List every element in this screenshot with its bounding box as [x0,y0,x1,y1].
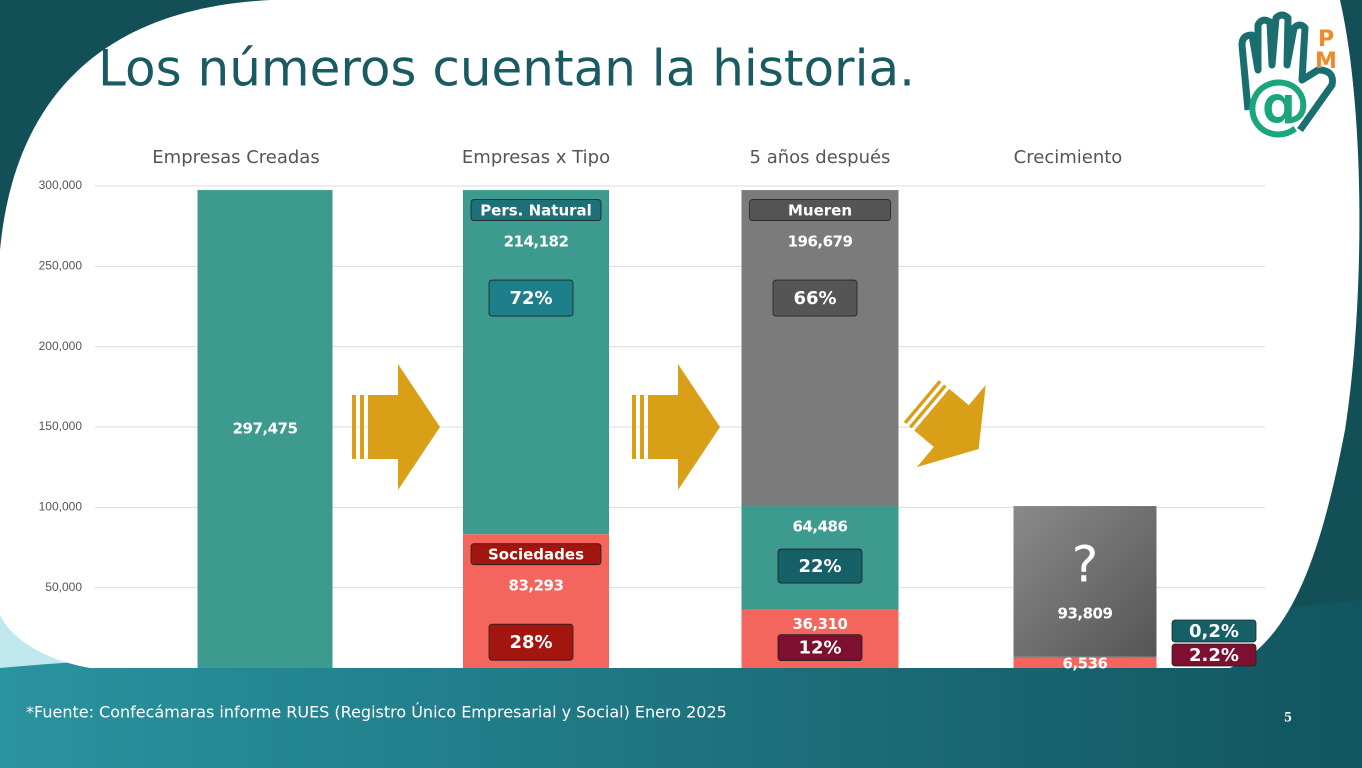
percent-label-box [488,623,574,661]
y-tick-label: 50,000 [45,580,82,594]
logo-hand [1238,11,1336,133]
arrow-stripe [909,384,947,429]
page-number: 5 [1284,709,1292,725]
percent-label-box [1171,619,1257,643]
y-tick-label: 100,000 [39,500,83,514]
arrow-stripe [368,395,372,459]
chart: 50,000 100,000 150,000 200,000 250,000 300,00… [39,147,1265,673]
percent-label: 12% [798,638,841,659]
y-tick-label: 250,000 [39,259,83,273]
bar-segment [463,190,609,535]
percent-label-box [1171,643,1257,667]
segment-tag: Pers. Natural [480,202,592,220]
value-label: 36,310 [793,615,848,633]
annotation: ? [1072,536,1099,594]
value-label: 6,536 [1063,655,1108,673]
bar-segment [1013,657,1157,668]
arrow-head [652,364,720,490]
bar-segment [197,190,333,669]
arrow-stripe [648,395,652,459]
percent-label-box [772,279,858,317]
bar-segment [1013,506,1157,657]
category-label: Crecimiento [1014,147,1123,168]
value-label: 83,293 [509,577,564,595]
bar-segment [741,190,899,507]
logo-symbol: @ [1245,65,1311,142]
percent-label: 66% [793,288,836,309]
percent-label-box [488,279,574,317]
segment-tag-box [749,199,891,221]
arrow-stripe [640,395,644,459]
arrow-stripe [914,388,952,433]
category-label: 5 años después [750,147,891,168]
value-label: 64,486 [793,518,848,536]
segment-tag: Sociedades [488,546,584,564]
arrow-stripe [352,395,356,459]
percent-label: 2.2% [1189,645,1239,666]
category-label: Empresas x Tipo [462,147,610,168]
value-label: 297,475 [233,420,298,438]
percent-label-box [777,634,863,662]
bar-segment [1013,656,1157,658]
y-tick-label: 150,000 [39,419,83,433]
arrow-stripe [360,395,364,459]
y-tick-label: 200,000 [39,339,83,353]
logo-letter: P [1318,27,1334,52]
arrow-stripe [632,395,636,459]
segment-tag: Mueren [788,202,852,220]
arrow [632,364,720,490]
segment-tag-box [470,543,602,566]
logo-letter: M [1315,49,1337,74]
y-tick-label: 300,000 [39,178,83,192]
arrow-stripe [903,380,942,424]
percent-label-box [777,548,863,584]
value-label: 93,809 [1058,605,1113,623]
arrow [903,380,986,468]
arrow [352,364,440,490]
category-label: Empresas Creadas [152,147,319,168]
content-area [0,0,1360,668]
percent-label: 0,2% [1189,621,1239,642]
footnote: *Fuente: Confecámaras informe RUES (Regi… [26,703,727,722]
value-label: 196,679 [788,233,853,251]
logo: @ P M [1238,11,1337,142]
slide-title: Los números cuentan la historia. [98,40,915,98]
segment-tag-box [470,199,602,221]
percent-label: 72% [509,288,552,309]
percent-label: 22% [798,556,841,577]
percent-label: 28% [509,632,552,653]
arrow-head [916,385,986,468]
arrow-head [372,364,440,490]
value-label: 214,182 [504,233,569,251]
